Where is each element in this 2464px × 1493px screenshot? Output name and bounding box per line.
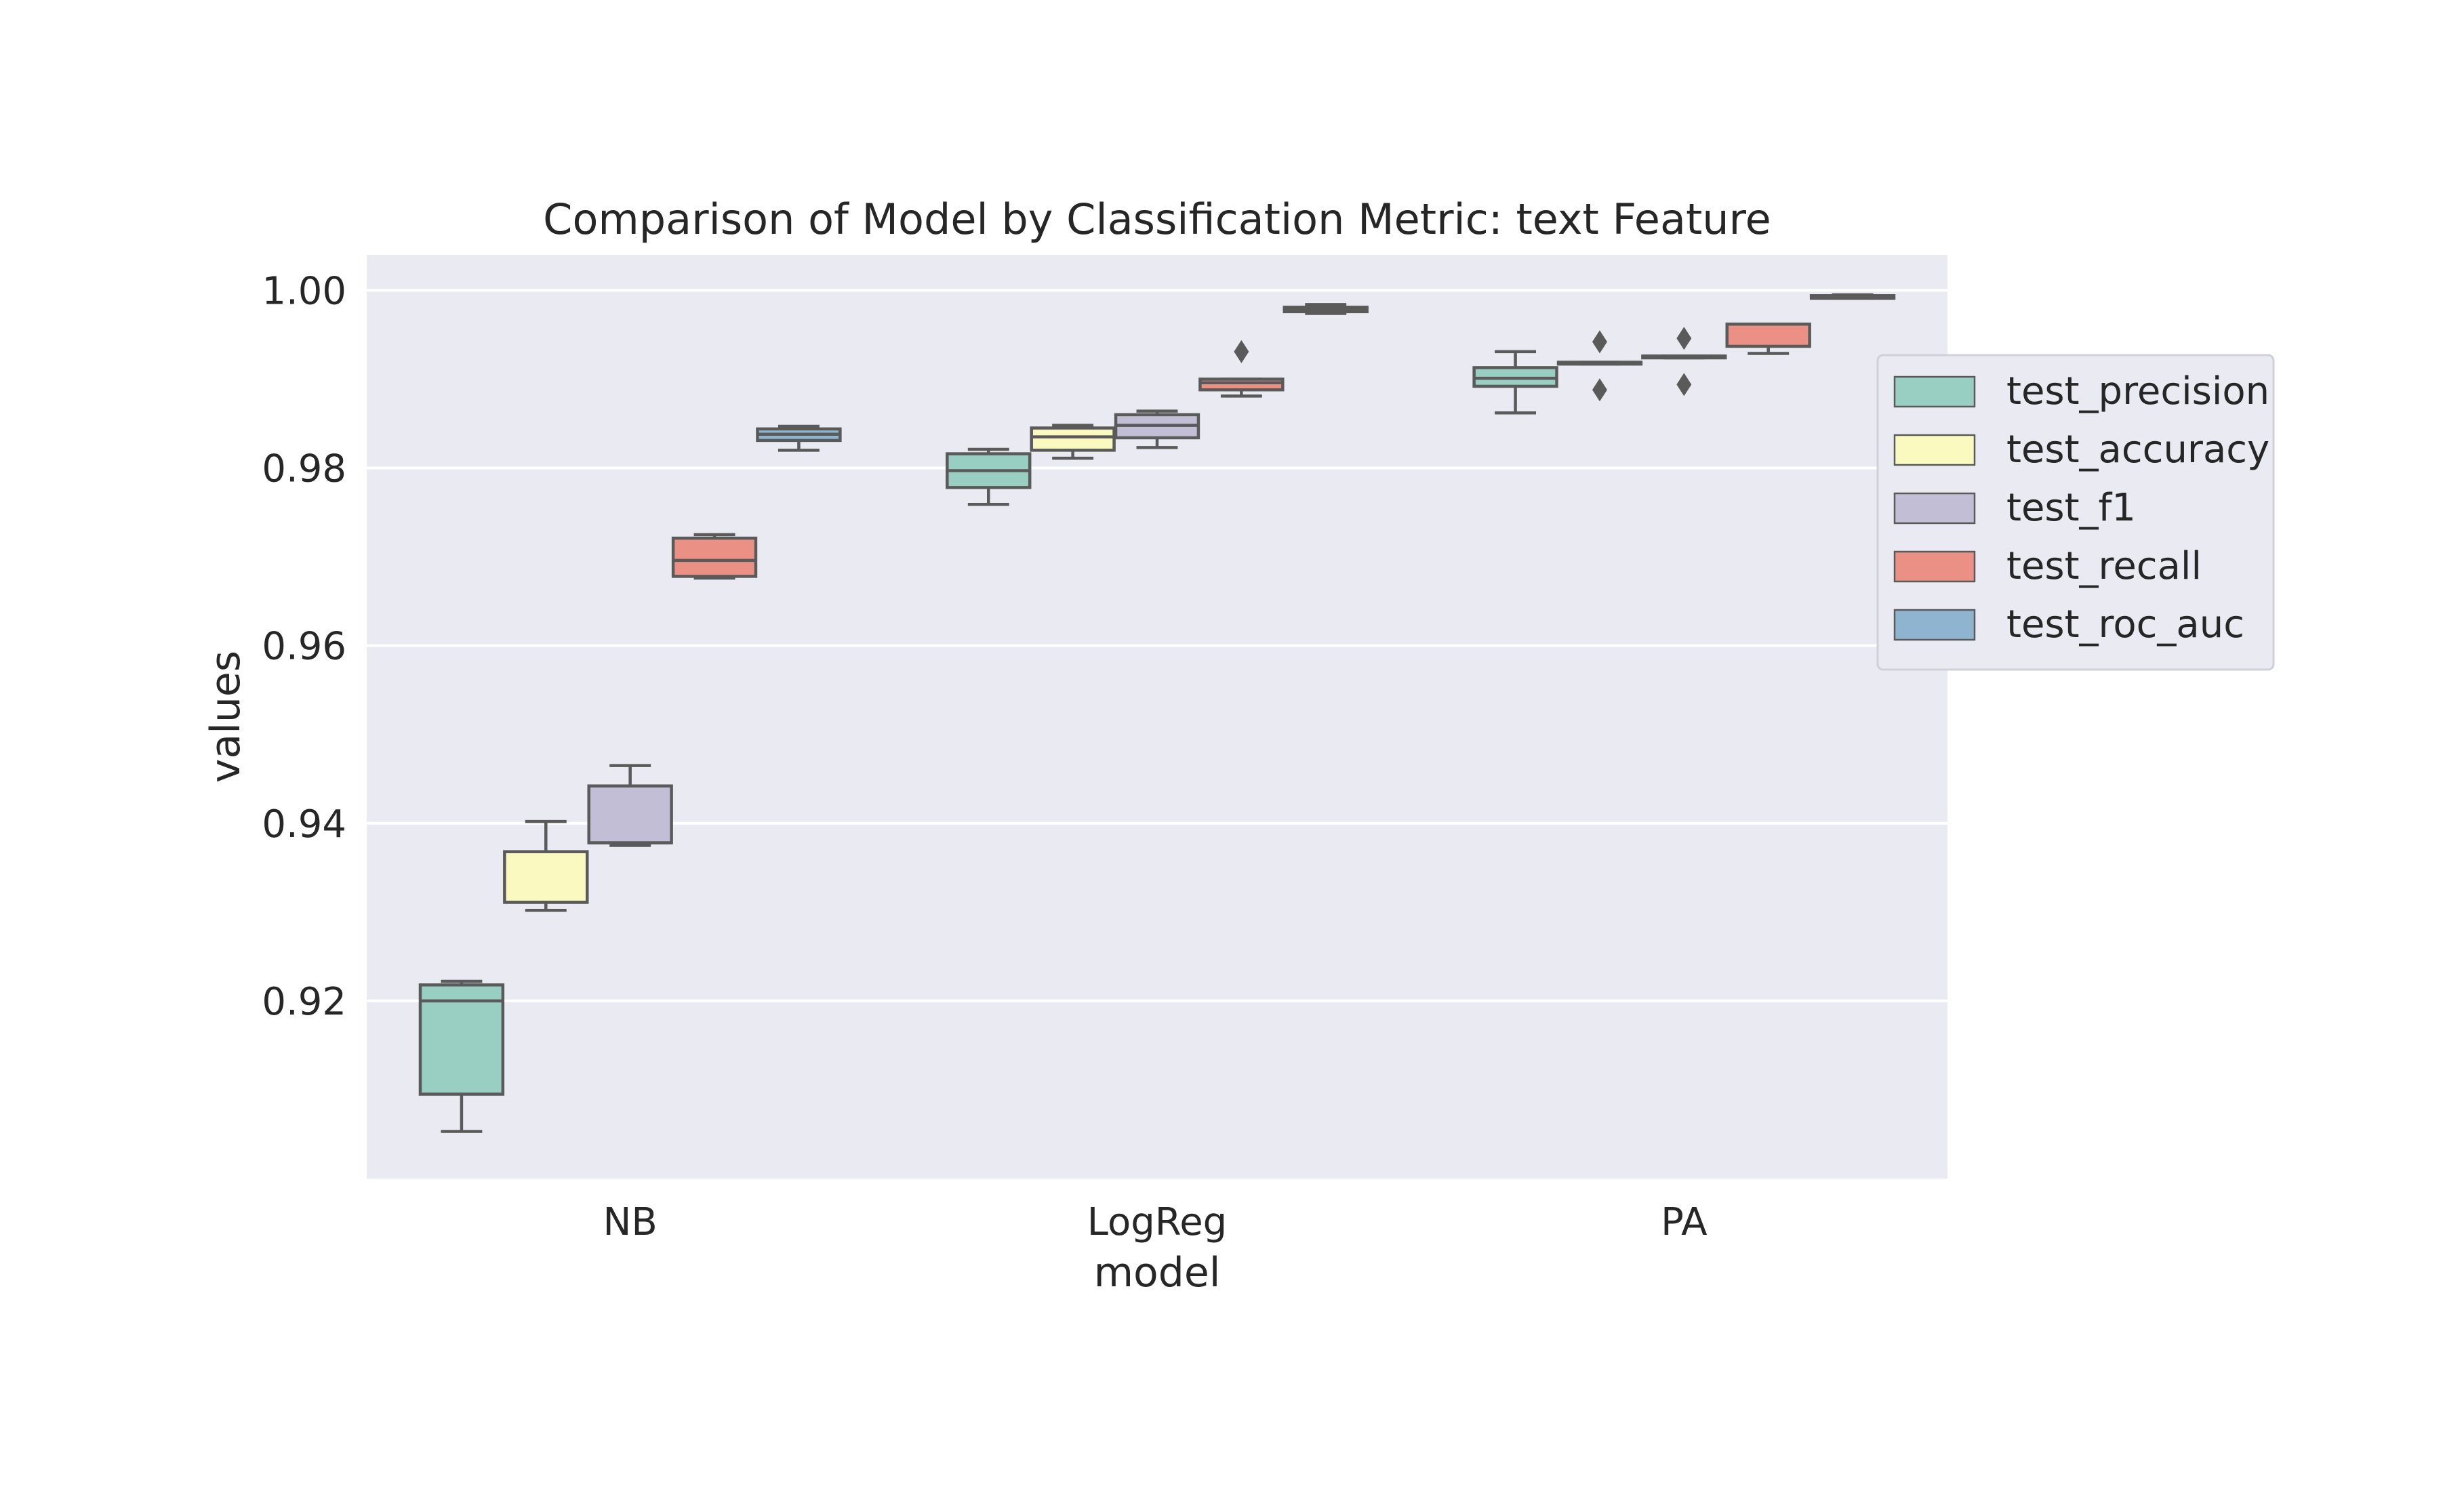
plot-area bbox=[367, 255, 1947, 1179]
x-tick-label: PA bbox=[1661, 1200, 1708, 1244]
box-series-test_roc_auc bbox=[756, 293, 1896, 452]
chart-title: Comparison of Model by Classification Me… bbox=[543, 195, 1771, 244]
box-series-group bbox=[418, 293, 1896, 1133]
legend-label-test_recall: test_recall bbox=[2006, 544, 2202, 588]
box-series-test_recall bbox=[671, 322, 1811, 580]
box-test_accuracy bbox=[1030, 426, 1116, 452]
y-tick-label: 0.98 bbox=[262, 447, 346, 491]
x-tick-labels: NB LogReg PA bbox=[603, 1200, 1708, 1244]
y-tick-label: 0.96 bbox=[262, 625, 346, 669]
outlier-point bbox=[1592, 378, 1607, 402]
box-test_f1 bbox=[587, 784, 673, 844]
x-tick-label: LogReg bbox=[1087, 1200, 1227, 1244]
box-test_recall bbox=[671, 536, 758, 578]
legend-label-test_roc_auc: test_roc_auc bbox=[2006, 602, 2244, 647]
box-test_precision bbox=[418, 983, 505, 1096]
y-tick-label: 0.94 bbox=[262, 802, 346, 846]
y-axis-label: values bbox=[202, 651, 249, 783]
legend-swatch-test_f1 bbox=[1893, 492, 1976, 525]
x-tick-label: NB bbox=[603, 1200, 658, 1244]
y-tick-labels: 0.92 0.94 0.96 0.98 1.00 bbox=[262, 269, 346, 1023]
box-test_accuracy bbox=[503, 850, 589, 904]
x-axis-label: model bbox=[1094, 1249, 1221, 1296]
box-test_recall bbox=[1198, 377, 1285, 392]
outlier-point bbox=[1676, 327, 1692, 350]
legend-label-test_precision: test_precision bbox=[2006, 369, 2269, 413]
legend-swatch-test_accuracy bbox=[1893, 434, 1976, 466]
y-tick-label: 1.00 bbox=[262, 269, 346, 313]
legend: test_precision test_accuracy test_f1 test_r… bbox=[1876, 354, 2275, 671]
box-series-test_accuracy bbox=[503, 330, 1643, 912]
y-tick-label: 0.92 bbox=[262, 980, 346, 1024]
box-series-test_precision bbox=[418, 350, 1558, 1133]
box-series-test_f1 bbox=[587, 327, 1727, 847]
box-test_recall bbox=[1725, 322, 1811, 348]
outlier-point bbox=[1592, 330, 1607, 354]
legend-swatch-test_recall bbox=[1893, 550, 1976, 583]
legend-label-test_accuracy: test_accuracy bbox=[2006, 428, 2269, 472]
outlier-point bbox=[1676, 373, 1692, 396]
legend-label-test_f1: test_f1 bbox=[2006, 486, 2136, 530]
legend-frame bbox=[1876, 354, 2275, 671]
legend-swatch-test_precision bbox=[1893, 375, 1976, 408]
outlier-point bbox=[1234, 340, 1249, 363]
legend-swatch-test_roc_auc bbox=[1893, 609, 1976, 641]
